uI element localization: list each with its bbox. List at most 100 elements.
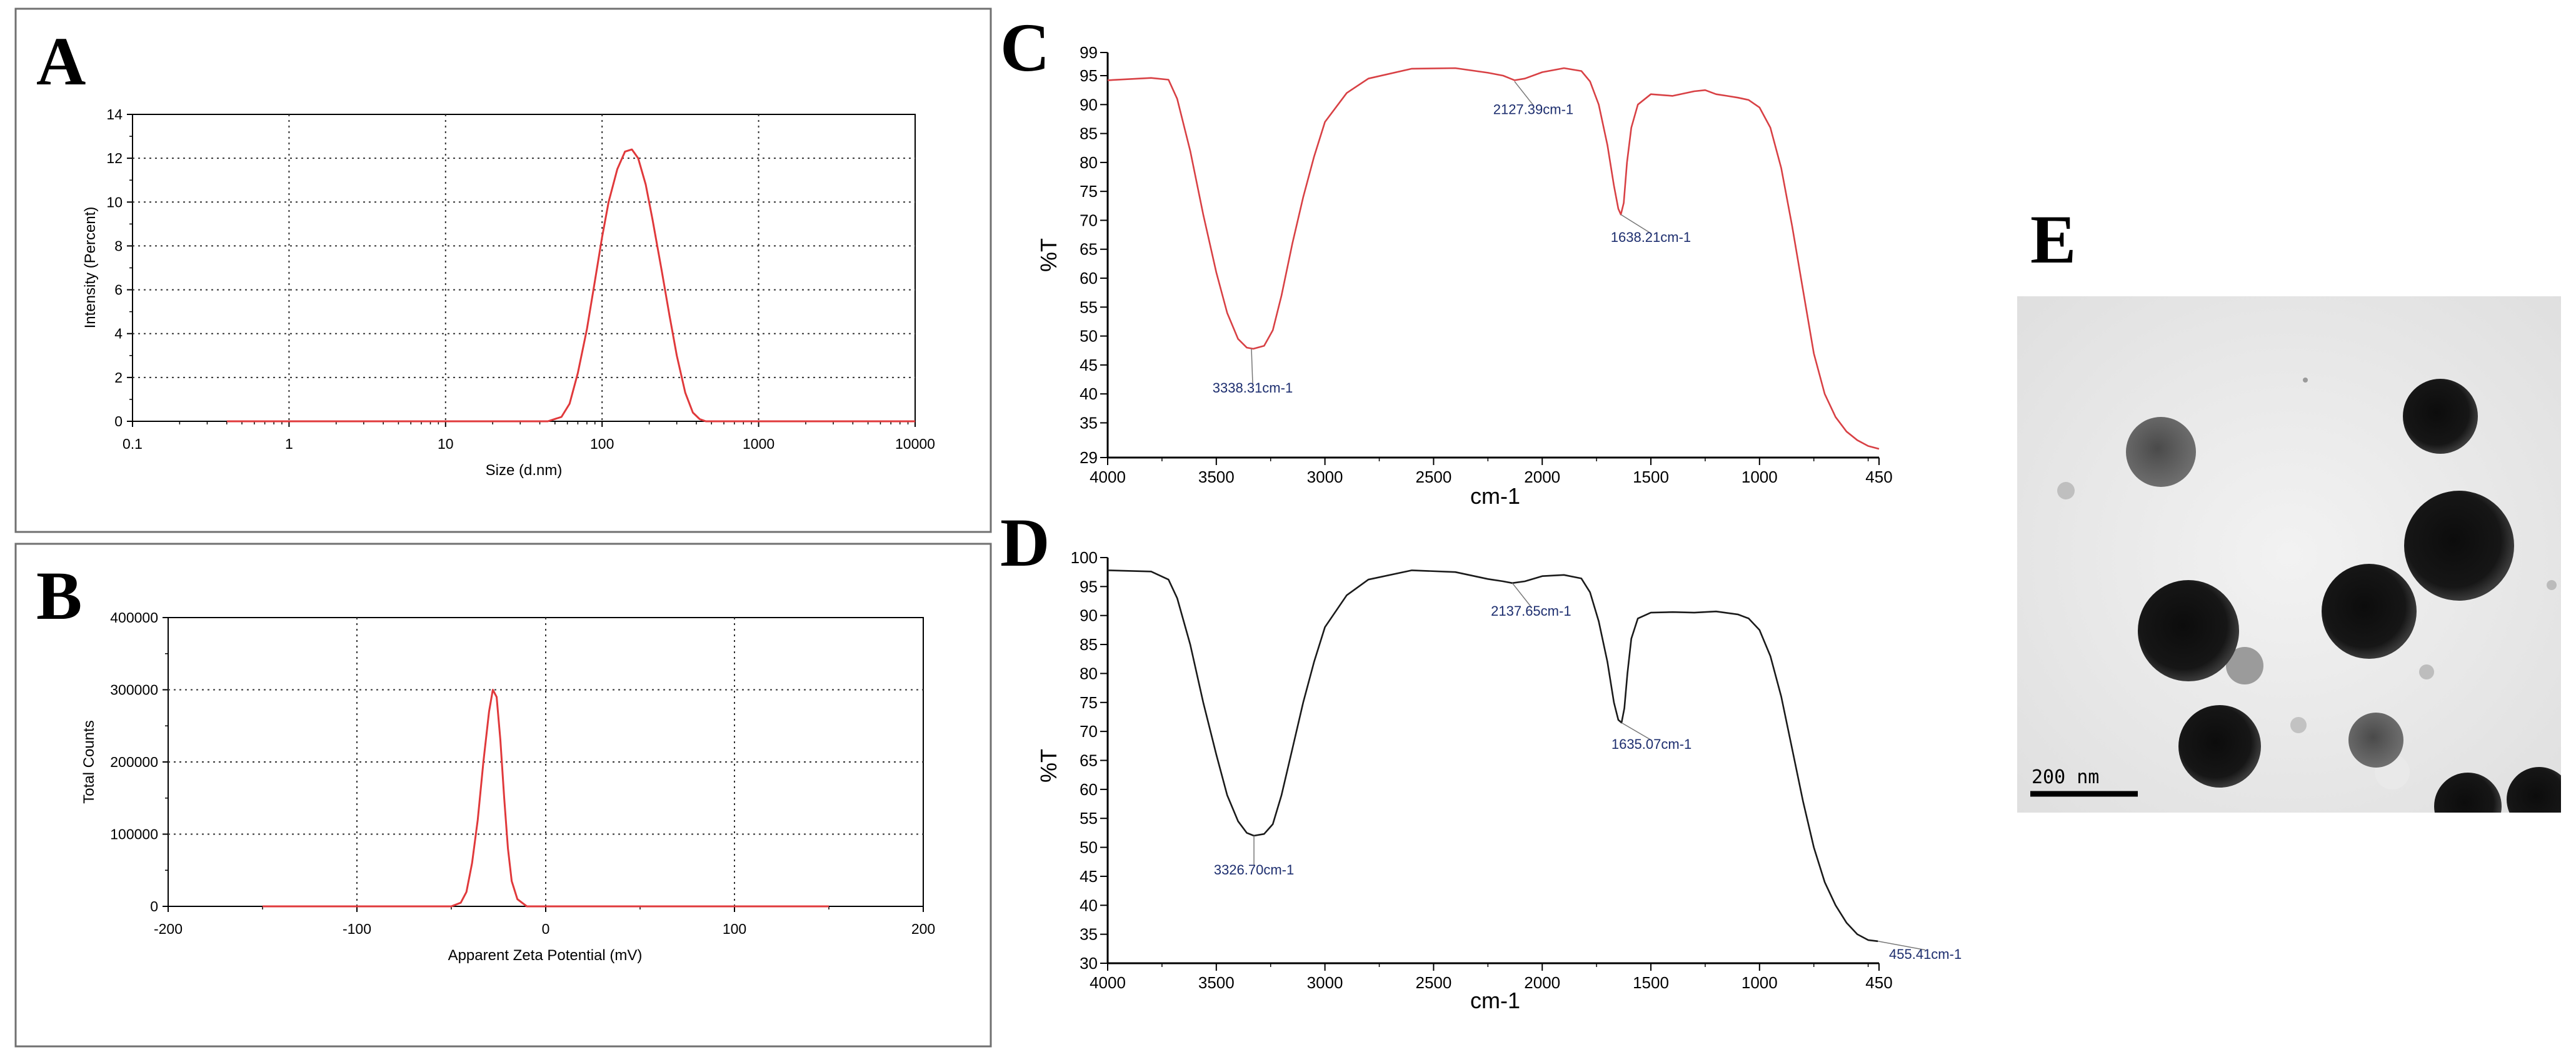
tem-particle-medium [2348,713,2403,768]
panel-d-peak-annotation: 2137.65cm-1 [1491,603,1571,619]
panel-a-label: A [36,23,86,99]
tem-particle-small [2419,664,2434,679]
panel-d-y-tick-label: 60 [1080,780,1098,799]
panel-b-xlabel: Apparent Zeta Potential (mV) [448,947,643,964]
scale-bar-label: 200 nm [2032,766,2099,788]
panel-d-ylabel: %T [1036,749,1061,783]
panel-a-series-line [226,148,915,423]
panel-d-peak-annotation: 455.41cm-1 [1889,946,1962,962]
panel-c-y-tick-label: 90 [1080,95,1098,114]
panel-c-y-tick-label: 80 [1080,153,1098,172]
panel-d-annotations: 3326.70cm-1 2137.65cm-1 1635.07cm-1 455.41c… [1214,583,1962,962]
panel-d-y-tick-label: 40 [1080,896,1098,914]
panel-a-y-tick-label: 12 [106,150,123,166]
panel-c-x-tick-label: 1000 [1742,468,1778,486]
panel-e: E 200 nm [2017,201,2561,813]
panel-a-x-tick-label: 1 [285,436,293,452]
panel-a: A 0.1 1 10 100 1000 10000 0 2 4 6 8 10 12 14 Size (d.… [14,8,992,533]
panel-d-annotation-leader [1877,941,1926,951]
panel-d-x-tick-label: 1000 [1742,973,1778,992]
panel-c-y-tick-label: 60 [1080,269,1098,288]
panel-a-y-tick-label: 8 [114,238,123,254]
panel-c-y-tick-label: 40 [1080,384,1098,403]
panel-b-y-tick-label: 100000 [110,826,158,843]
tem-particle-large [2404,491,2514,601]
tem-particle-small [2290,717,2307,733]
panel-c-y-tick-label: 70 [1080,211,1098,229]
panel-c-x-tick-label: 3500 [1198,468,1235,486]
panel-d-series-line [1107,569,1878,943]
panel-d-x-tick-label: 3500 [1198,973,1235,992]
panel-c-ylabel: %T [1036,238,1061,272]
panel-a-y-tick-label: 0 [114,413,123,429]
panel-b-x-tick-label: -100 [343,921,371,937]
panel-a-y-tick-label: 4 [114,326,123,342]
panel-d-y-tick-label: 95 [1080,577,1098,596]
panel-a-lines [226,148,915,423]
panel-c-series-line [1107,67,1880,450]
tem-particle-small [2057,482,2075,499]
tem-particle-faint [2226,647,2263,684]
panel-c-y-tick-label: 29 [1080,448,1098,467]
panel-c-peak-annotation: 1638.21cm-1 [1611,229,1691,245]
panel-a-x-tick-label: 10 [438,436,454,452]
tem-particle-large [2178,705,2261,788]
panel-c-y-tick-label: 55 [1080,298,1098,316]
panel-c: C 4000 3500 3000 2500 2000 1500 1000 4502935404… [1000,9,1893,509]
panel-d-x-tick-label: 1500 [1633,973,1669,992]
panel-c-y-tick-label: 45 [1080,356,1098,374]
tem-particle-large [2403,379,2478,454]
panel-d-y-tick-label: 30 [1080,954,1098,973]
panel-d-y-tick-label: 45 [1080,867,1098,886]
panel-d-lines [1107,569,1878,943]
panel-d-x-tick-label: 4000 [1090,973,1126,992]
panel-a-xlabel: Size (d.nm) [486,462,563,479]
panel-d-y-tick-label: 85 [1080,635,1098,654]
panel-c-annotation-leader [1514,81,1534,106]
panel-b-x-tick-label: 200 [911,921,935,937]
panel-d-ticks: 4000 3500 3000 2500 2000 1500 1000 450 30 35 40 45 5… [1071,548,1893,992]
panel-b-y-tick-label: 400000 [110,609,158,626]
panel-b-y-tick-label: 300000 [110,682,158,698]
panel-c-y-tick-label: 85 [1080,124,1098,143]
panel-c-x-tick-label: 2000 [1524,468,1560,486]
panel-d-annotation-leader [1621,722,1652,741]
panel-a-y-tick-label: 10 [106,194,123,210]
tem-particle-large [2138,580,2239,681]
panel-c-y-tick-label: 35 [1080,413,1098,432]
panel-c-x-tick-label: 4000 [1090,468,1126,486]
panel-d-x-tick-label: 450 [1865,973,1892,992]
panel-b-series-line [263,689,829,908]
panel-d-peak-annotation: 3326.70cm-1 [1214,862,1294,878]
panel-b-grid [168,618,923,906]
panel-e-label: E [2030,201,2076,278]
tem-particle-medium [2126,417,2196,487]
panel-c-peak-annotation: 2127.39cm-1 [1493,101,1573,117]
tem-particle-small [2303,378,2308,383]
panel-a-x-tick-label: 100 [590,436,614,452]
panel-a-x-tick-label: 0.1 [123,436,143,452]
panel-a-ticks: 0.1 1 10 100 1000 10000 0 2 4 6 8 10 12 14 [106,106,935,452]
panel-c-x-tick-label: 450 [1865,468,1892,486]
panel-b-y-tick-label: 0 [150,898,158,914]
panel-b-y-tick-label: 200000 [110,754,158,770]
panel-d-xlabel: cm-1 [1470,988,1520,1013]
panel-d-y-tick-label: 100 [1071,548,1098,567]
panel-c-x-tick-label: 3000 [1307,468,1343,486]
tem-particle-large [2322,564,2417,659]
panel-a-x-tick-label: 10000 [895,436,935,452]
panel-b-ticks: -200 -100 0 100 200 0 100000 200000 300000 400000 [110,609,935,937]
panel-c-annotation-leader [1620,214,1651,234]
panel-c-y-tick-label: 75 [1080,182,1098,201]
panel-b-x-tick-label: -200 [154,921,183,937]
panel-a-frame [14,8,992,533]
panel-d-y-tick-label: 65 [1080,751,1098,770]
tem-particle-large [2434,773,2502,813]
panel-d-y-tick-label: 35 [1080,925,1098,944]
panel-d-y-tick-label: 80 [1080,664,1098,683]
panel-c-lines [1107,67,1880,450]
panel-a-y-tick-label: 6 [114,282,123,298]
panel-c-x-tick-label: 2500 [1415,468,1451,486]
panel-d-peak-annotation: 1635.07cm-1 [1611,736,1691,752]
